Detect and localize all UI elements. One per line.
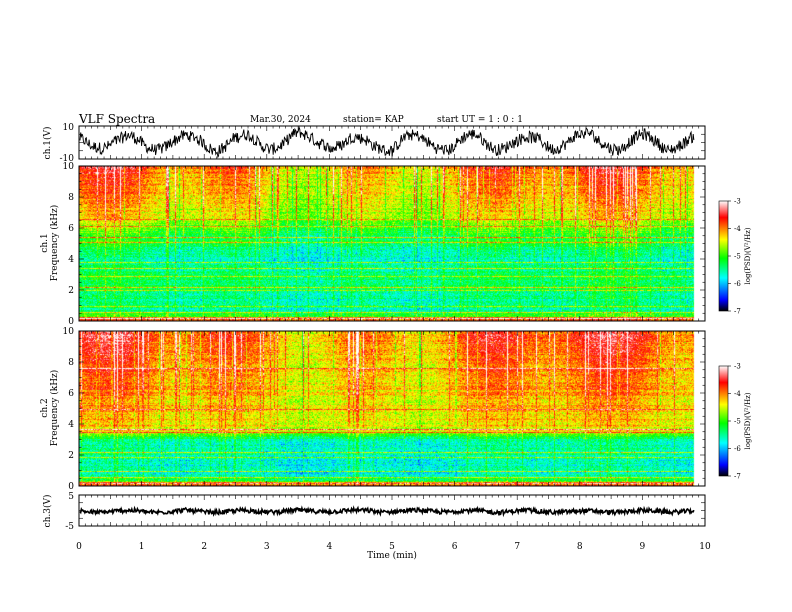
ch2-spectrogram-ytick-label: 6	[68, 389, 74, 399]
colorbar-tick-label: -4	[734, 390, 741, 398]
station-label: station= KAP	[343, 115, 404, 125]
ch1-spectrogram-ticks	[78, 165, 706, 322]
ch2-colorbar-ticks: -3 -4 -5 -6 -7	[728, 363, 741, 481]
ch3-waveform-trace	[79, 505, 695, 518]
ch1-colorbar-scale	[719, 201, 728, 311]
ch2-spectrogram-ytick-label: 2	[68, 451, 74, 461]
ch1-ytick-bottom: -10	[60, 154, 75, 164]
x-tick-label: 9	[640, 542, 646, 552]
ch2-spectrogram-ytick-label: 0	[68, 482, 74, 492]
ch1-ytick-top: 10	[63, 123, 75, 133]
ch2-spectrogram-ytick-label: 10	[63, 327, 75, 337]
x-axis-label: Time (min)	[367, 550, 417, 561]
ch3-ytick-bottom: -5	[65, 522, 74, 532]
x-tick-label: 6	[452, 542, 458, 552]
ch2-spectrogram-ytick-label: 8	[68, 358, 74, 368]
colorbar-tick-label: -7	[734, 308, 741, 316]
ch1-spectrogram-ytick-label: 8	[68, 193, 74, 203]
x-tick-label: 4	[327, 542, 333, 552]
ch1-spectrogram-image	[79, 166, 705, 321]
ch2-spectrogram-panel: 0 2 4 6 8 10 ch.2 Frequency (kHz)	[40, 327, 706, 492]
colorbar-tick-label: -4	[734, 225, 741, 233]
ch3-waveform-ticks	[78, 494, 706, 527]
colorbar-tick-label: -6	[734, 280, 741, 288]
x-tick-label: 0	[76, 542, 82, 552]
ch2-spectrogram-ytick-label: 4	[68, 420, 74, 430]
ch1-colorbar-label: log(PSD)(V²/Hz)	[744, 227, 752, 284]
ch1-waveform-ticks	[78, 125, 706, 160]
x-tick-label: 7	[514, 542, 520, 552]
ch1-spectrogram-ylabel-frequency: Frequency (kHz)	[49, 205, 60, 282]
ch2-colorbar-scale	[719, 366, 728, 476]
x-axis-tick-labels: 0 1 2 3 4 5 6 7 8 9 10	[76, 542, 711, 552]
colorbar-tick-label: -5	[734, 418, 741, 426]
ch1-spectrogram-panel: 0 2 4 6 8 10 ch.1 Frequency (kHz)	[40, 162, 706, 327]
ch2-colorbar-label: log(PSD)(V²/Hz)	[744, 392, 752, 449]
x-tick-label: 8	[577, 542, 583, 552]
ch3-waveform-line	[79, 505, 695, 518]
x-tick-label: 1	[139, 542, 145, 552]
start-time-label: start UT = 1 : 0 : 1	[437, 115, 523, 125]
ch2-colorbar: -3 -4 -5 -6 -7 log(PSD)(V²/Hz)	[718, 363, 752, 481]
ch3-ytick-top: 5	[68, 492, 74, 502]
ch2-spectrogram-ylabel-frequency: Frequency (kHz)	[49, 370, 60, 447]
ch2-spectrogram-ylabel-channel: ch.2	[40, 398, 50, 417]
ch1-spectrogram-ytick-label: 4	[68, 255, 74, 265]
x-tick-label: 2	[201, 542, 207, 552]
ch3-waveform-panel: 5 -5 ch.3(V)	[42, 492, 706, 532]
ch1-spectrogram-ytick-label: 10	[63, 162, 75, 172]
ch1-waveform-panel: 10 -10 ch.1(V)	[42, 123, 706, 164]
x-tick-label: 5	[389, 542, 395, 552]
ch1-spectrogram-ytick-label: 0	[68, 317, 74, 327]
colorbar-tick-label: -3	[734, 363, 741, 371]
ch2-spectrogram-image	[79, 331, 705, 486]
colorbar-tick-label: -5	[734, 253, 741, 261]
ch1-colorbar-ticks: -3 -4 -5 -6 -7	[728, 198, 741, 316]
chart-title: VLF Spectra	[79, 112, 156, 126]
ch2-spectrogram-ticks	[78, 330, 706, 487]
colorbar-tick-label: -3	[734, 198, 741, 206]
ch1-colorbar: -3 -4 -5 -6 -7 log(PSD)(V²/Hz)	[718, 198, 752, 316]
ch1-spectrogram-ytick-labels: 0 2 4 6 8 10	[63, 162, 75, 327]
colorbar-tick-label: -6	[734, 445, 741, 453]
ch1-spectrogram-ytick-label: 6	[68, 224, 74, 234]
ch2-spectrogram-ytick-labels: 0 2 4 6 8 10	[63, 327, 75, 492]
date-label: Mar.30, 2024	[250, 115, 311, 125]
ch3-waveform-ylabel: ch.3(V)	[42, 495, 53, 528]
ch1-waveform-line	[79, 125, 695, 159]
ch1-waveform-ylabel: ch.1(V)	[42, 127, 53, 160]
ch1-spectrogram-ylabel-channel: ch.1	[40, 233, 50, 252]
x-tick-label: 3	[264, 542, 270, 552]
ch1-spectrogram-ytick-label: 2	[68, 286, 74, 296]
ch1-waveform-trace	[79, 125, 695, 159]
x-tick-label: 10	[699, 542, 711, 552]
colorbar-tick-label: -7	[734, 473, 741, 481]
